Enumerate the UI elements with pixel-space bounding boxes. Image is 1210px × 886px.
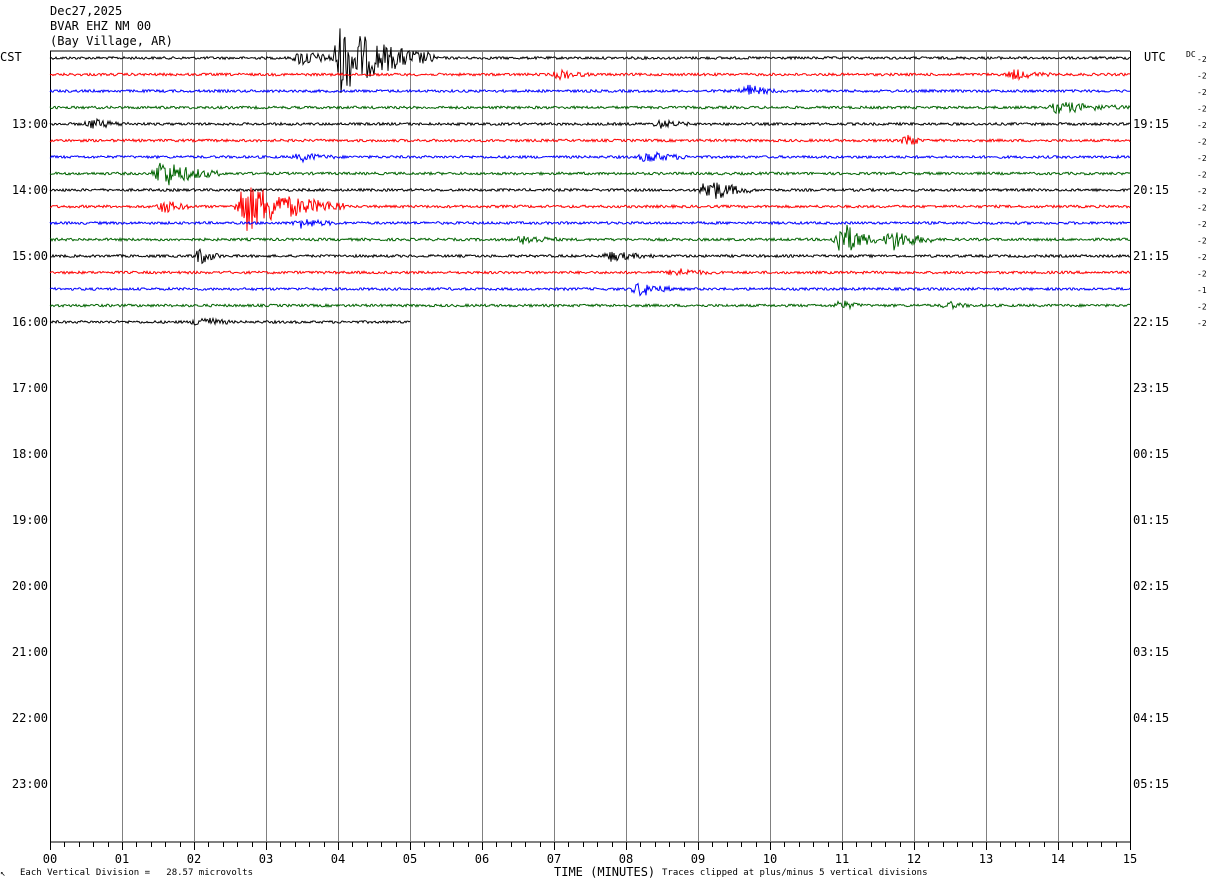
dc-offset-label: -2 [1197,204,1207,213]
dc-offset-label: -2 [1197,237,1207,246]
utc-hour-label: 04:15 [1133,711,1169,725]
vertical-scale-note: Each Vertical Division = 28.57 microvolt… [20,868,253,878]
seismic-trace [49,162,1131,186]
dc-label: DC [1186,50,1196,59]
x-tick-label: 04 [331,852,345,866]
x-tick-label: 07 [547,852,561,866]
seismic-trace [49,316,411,326]
utc-hour-label: 05:15 [1133,777,1169,791]
dc-offset-label: -2 [1197,154,1207,163]
seismic-trace [49,299,1131,311]
x-tick-label: 03 [259,852,273,866]
x-tick-label: 00 [43,852,57,866]
cst-hour-label: 20:00 [12,579,48,593]
cst-hour-label: 16:00 [12,315,48,329]
seismic-trace [49,134,1131,145]
dc-offset-label: -2 [1197,303,1207,312]
utc-hour-label: 02:15 [1133,579,1169,593]
cst-axis-label: CST [0,50,22,64]
x-tick-label: 10 [763,852,777,866]
dc-offset-label: -2 [1197,220,1207,229]
cst-hour-label: 18:00 [12,447,48,461]
clip-note: Traces clipped at plus/minus 5 vertical … [662,868,928,878]
dc-offset-label: -2 [1197,138,1207,147]
chart-date: Dec27,2025 [50,4,123,18]
x-tick-label: 14 [1051,852,1065,866]
x-tick-label: 01 [115,852,129,866]
x-tick-label: 02 [187,852,201,866]
seismic-trace [49,282,1131,297]
utc-hour-label: 19:15 [1133,117,1169,131]
utc-hour-label: 03:15 [1133,645,1169,659]
x-tick-label: 06 [475,852,489,866]
dc-offset-label: -2 [1197,253,1207,262]
x-tick-label: 11 [835,852,849,866]
cst-hour-label: 13:00 [12,117,48,131]
dc-offset-label: -1 [1197,286,1207,295]
dc-offset-label: -2 [1197,319,1207,328]
cst-hour-label: 22:00 [12,711,48,725]
dc-offset-label: -2 [1197,121,1207,130]
corner-mark: ↖ [0,869,6,879]
cst-hour-label: 23:00 [12,777,48,791]
seismic-trace [49,224,1131,251]
x-tick-label: 05 [403,852,417,866]
dc-offset-label: -2 [1197,105,1207,114]
dc-offset-label: -2 [1197,55,1207,64]
dc-offset-label: -2 [1197,72,1207,81]
dc-offset-label: -2 [1197,88,1207,97]
seismic-trace [50,248,1131,265]
utc-hour-label: 00:15 [1133,447,1169,461]
utc-hour-label: 21:15 [1133,249,1169,263]
utc-hour-label: 22:15 [1133,315,1169,329]
cst-hour-label: 19:00 [12,513,48,527]
cst-hour-label: 21:00 [12,645,48,659]
seismic-trace [49,268,1131,277]
cst-hour-label: 17:00 [12,381,48,395]
seismic-trace [49,187,1131,231]
station-location: (Bay Village, AR) [50,34,173,48]
seismic-trace [49,84,1131,96]
seismic-trace [49,28,1131,94]
cst-hour-label: 14:00 [12,183,48,197]
seismic-trace [49,151,1131,164]
utc-hour-label: 20:15 [1133,183,1169,197]
utc-hour-label: 23:15 [1133,381,1169,395]
seismic-trace [49,218,1131,229]
x-tick-label: 12 [907,852,921,866]
seismic-trace [49,117,1131,129]
dc-offset-label: -2 [1197,270,1207,279]
x-tick-label: 08 [619,852,633,866]
cst-hour-label: 15:00 [12,249,48,263]
seismic-trace [49,182,1131,199]
x-tick-label: 09 [691,852,705,866]
utc-axis-label: UTC [1144,50,1166,64]
x-axis-title: TIME (MINUTES) [554,865,656,879]
utc-hour-label: 01:15 [1133,513,1169,527]
x-tick-label: 13 [979,852,993,866]
station-code: BVAR EHZ NM 00 [50,19,152,33]
seismic-trace [49,68,1131,82]
dc-offset-label: -2 [1197,187,1207,196]
x-tick-label: 15 [1123,852,1137,866]
dc-offset-label: -2 [1197,171,1207,180]
seismic-trace [49,101,1131,115]
